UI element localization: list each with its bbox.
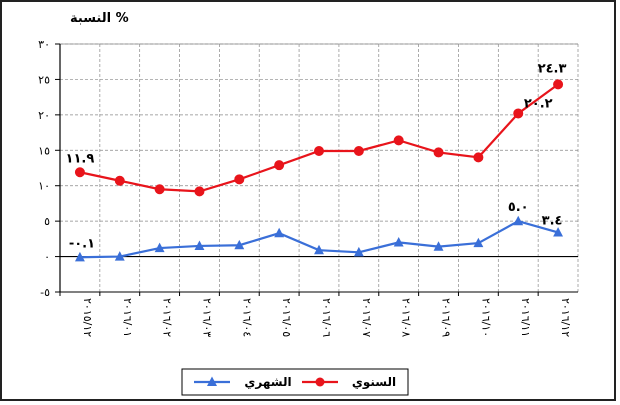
data-point bbox=[274, 227, 285, 238]
x-tick-label: ٢٠١٦/٠٧ bbox=[360, 298, 373, 337]
x-tick-label: ٢٠١٦/٠٦ bbox=[320, 298, 333, 337]
data-point bbox=[114, 175, 125, 186]
y-tick-label: ٢٥ bbox=[38, 73, 50, 86]
data-label: ٣.٤ bbox=[542, 213, 563, 228]
y-tick-label: -٥ bbox=[40, 286, 50, 299]
data-point bbox=[154, 242, 165, 253]
y-tick-labels: ٣٠ ٢٥ ٢٠ ١٥ ١٠ ٥ ٠ -٥ bbox=[38, 38, 50, 299]
data-point bbox=[433, 241, 444, 251]
x-tick-label: ٢٠١٦/٠٨ bbox=[400, 298, 413, 337]
x-tick-label: ٢٠١٦/١٢ bbox=[559, 298, 572, 337]
legend-swatch-marker bbox=[207, 376, 217, 386]
legend: الشهري السنوي bbox=[181, 368, 409, 396]
legend-label: الشهري bbox=[244, 375, 291, 389]
series-line bbox=[79, 83, 559, 193]
legend-swatch-marker bbox=[315, 377, 325, 387]
data-point bbox=[74, 167, 85, 178]
data-point bbox=[433, 147, 444, 158]
data-point bbox=[234, 239, 245, 250]
data-point bbox=[353, 145, 364, 156]
y-tick-label: ١٥ bbox=[38, 144, 50, 157]
data-point bbox=[553, 79, 564, 90]
y-axis-label: % النسبة bbox=[70, 11, 129, 26]
data-label: ١١.٩ bbox=[66, 151, 95, 166]
data-point bbox=[194, 240, 205, 250]
x-tick-label: ٢٠١٦/٠١ bbox=[121, 298, 134, 337]
legend-label: السنوي bbox=[352, 375, 396, 390]
data-label: ٢٤.٣ bbox=[538, 61, 567, 76]
data-label: -٠.١ bbox=[69, 236, 95, 251]
y-tick-label: ٢٠ bbox=[38, 109, 50, 122]
axes bbox=[55, 43, 578, 296]
data-point bbox=[314, 244, 324, 255]
x-tick-label: ٢٠١٦/٠٩ bbox=[440, 298, 453, 337]
data-point bbox=[553, 227, 564, 237]
x-tick-labels: ٢٠١٥/١٢ ٢٠١٦/٠١ ٢٠١٦/٠٢ ٢٠١٦/٠٣ ٢٠١٦/٠٤ ٢٠١٦/… bbox=[81, 298, 572, 337]
y-tick-label: ٥ bbox=[44, 215, 50, 228]
y-tick-label: ٠ bbox=[44, 251, 50, 264]
data-point bbox=[154, 184, 165, 195]
data-point bbox=[393, 237, 404, 247]
data-point bbox=[114, 251, 125, 261]
x-tick-label: ٢٠١٥/١٢ bbox=[81, 298, 94, 337]
x-tick-label: ٢٠١٦/٠٢ bbox=[161, 298, 174, 337]
data-point bbox=[393, 135, 404, 146]
data-label: ٢٠.٢ bbox=[524, 96, 553, 111]
data-labels: ١١.٩ ٢٠.٢ ٢٤.٣ -٠.١ ٥.٠ ٣.٤ bbox=[66, 61, 567, 251]
x-tick-label: ٢٠١٦/١١ bbox=[519, 298, 532, 337]
grid-lines bbox=[60, 43, 579, 292]
x-tick-label: ٢٠١٦/٠٤ bbox=[240, 298, 253, 337]
data-point bbox=[513, 215, 524, 226]
data-label: ٥.٠ bbox=[508, 200, 529, 215]
y-tick-label: ٣٠ bbox=[38, 38, 50, 51]
x-tick-label: ٢٠١٦/١٠ bbox=[479, 298, 492, 337]
data-point bbox=[314, 145, 324, 156]
data-point bbox=[473, 152, 484, 163]
x-tick-label: ٢٠١٦/٠٣ bbox=[200, 298, 213, 337]
data-point bbox=[274, 160, 285, 171]
x-tick-label: ٢٠١٦/٠٥ bbox=[280, 298, 293, 337]
series-layer bbox=[74, 79, 564, 262]
data-point bbox=[473, 237, 484, 248]
data-point bbox=[194, 186, 205, 197]
data-point bbox=[353, 246, 364, 257]
data-point bbox=[74, 251, 85, 262]
data-point bbox=[513, 108, 524, 119]
data-point bbox=[234, 174, 245, 185]
y-tick-label: ١٠ bbox=[38, 180, 50, 193]
